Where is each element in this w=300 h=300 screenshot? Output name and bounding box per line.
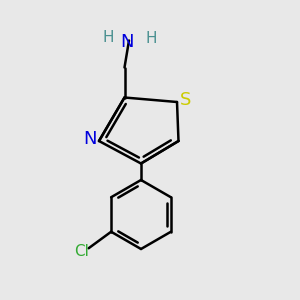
Text: N: N — [121, 33, 134, 51]
Text: H: H — [146, 31, 157, 46]
Text: H: H — [102, 30, 114, 45]
Text: N: N — [83, 130, 97, 148]
Text: S: S — [180, 91, 192, 109]
Text: Cl: Cl — [74, 244, 88, 259]
